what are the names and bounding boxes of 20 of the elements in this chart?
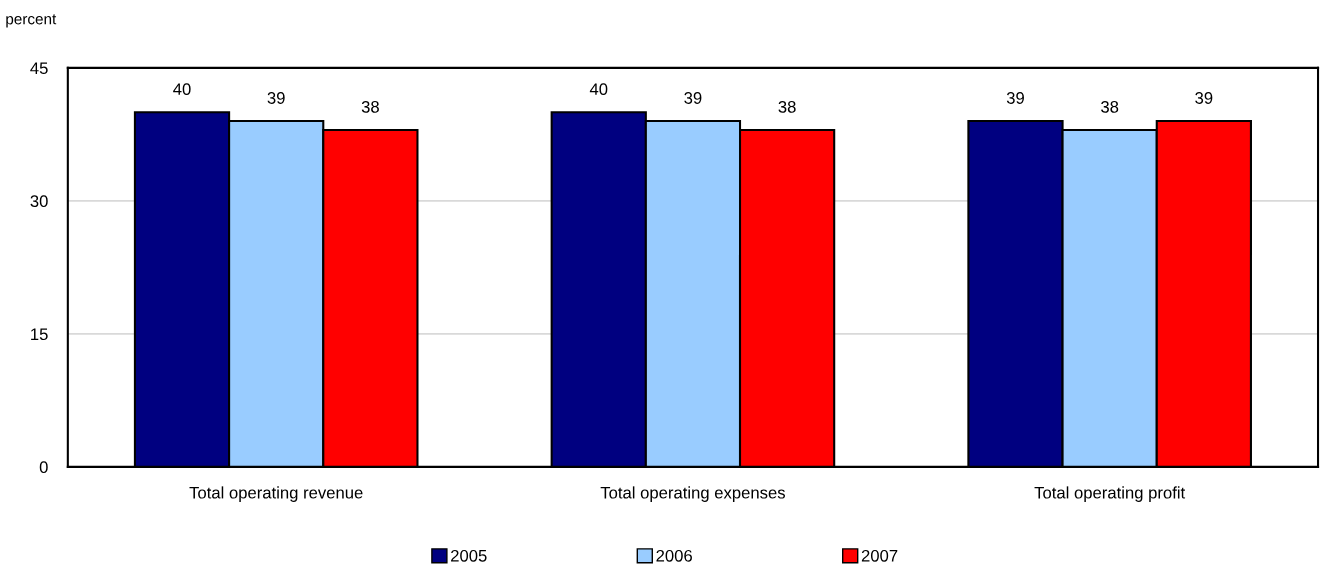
- y-axis-title: percent: [6, 14, 57, 28]
- data-label: 38: [361, 100, 379, 113]
- x-tick-label: Total operating expenses: [600, 486, 785, 502]
- data-label: 39: [684, 92, 702, 104]
- data-label: 39: [1195, 92, 1213, 104]
- data-label: 39: [1006, 92, 1024, 104]
- legend-label: 2007: [861, 549, 898, 562]
- y-tick-label: 15: [31, 328, 48, 341]
- data-label: 39: [267, 92, 285, 104]
- y-tick-label: 0: [39, 461, 48, 474]
- x-tick-label: Total operating revenue: [189, 486, 363, 502]
- data-label: 40: [173, 83, 191, 96]
- y-tick-label: 30: [30, 195, 48, 208]
- y-tick-label: 45: [30, 62, 48, 75]
- data-label: 40: [589, 83, 608, 96]
- legend-label: 2006: [656, 549, 692, 562]
- data-label: 38: [778, 100, 796, 113]
- x-tick-label: Total operating profit: [1034, 486, 1186, 502]
- legend-label: 2005: [451, 549, 487, 562]
- data-label: 38: [1101, 100, 1119, 113]
